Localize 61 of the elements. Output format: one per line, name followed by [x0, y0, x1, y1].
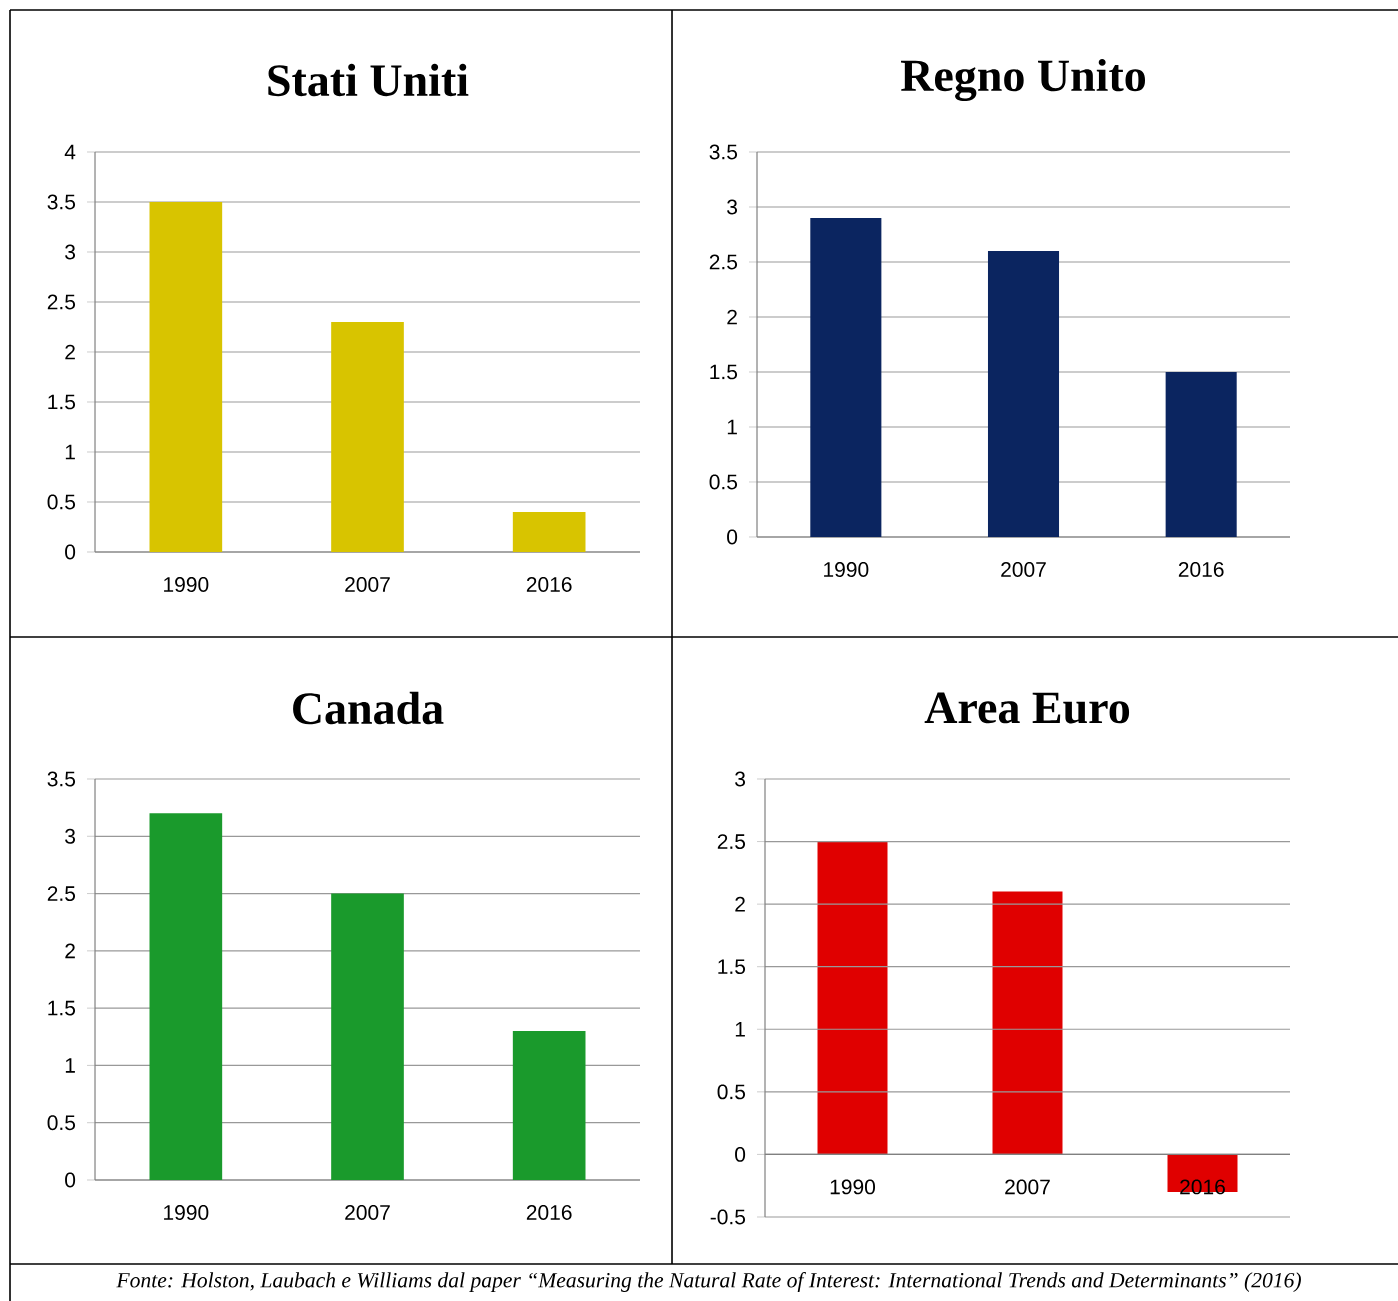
bar — [512, 511, 586, 552]
bar — [512, 1031, 586, 1180]
y-tick-label: 3 — [735, 771, 746, 787]
y-tick-label: 0.5 — [47, 494, 76, 510]
bar — [817, 841, 888, 1155]
y-tick-label: 3.5 — [47, 194, 76, 210]
y-tick-label: 2 — [65, 344, 75, 360]
y-tick-label: 1 — [735, 1022, 745, 1037]
x-tick-label: 2007 — [1001, 562, 1046, 577]
y-tick-label: 1.5 — [710, 364, 738, 380]
y-tick-label: 3 — [65, 244, 76, 260]
y-tick-label: -0.5 — [710, 1209, 746, 1225]
y-tick-label: 3.5 — [709, 144, 738, 160]
y-tick-label: 3.5 — [47, 771, 76, 787]
bar — [810, 217, 882, 537]
y-tick-label: 0.5 — [717, 1084, 746, 1100]
x-tick-label: 1990 — [830, 1179, 876, 1195]
x-tick-label: 2007 — [1005, 1179, 1050, 1195]
y-tick-label: 1.5 — [718, 959, 746, 975]
bar — [331, 321, 404, 552]
bar — [987, 250, 1060, 537]
x-tick-label: 2007 — [345, 577, 390, 592]
y-tick-label: 2.5 — [47, 886, 76, 902]
y-tick-label: 0 — [727, 529, 738, 545]
chart-title: Stati Uniti — [268, 63, 469, 97]
y-tick-label: 0.5 — [709, 474, 738, 490]
y-tick-label: 2.5 — [709, 254, 738, 270]
y-tick-label: 0 — [735, 1146, 746, 1162]
chart-title: Area Euro — [924, 692, 1130, 724]
bar — [149, 813, 223, 1180]
y-tick-label: 1 — [65, 444, 75, 460]
y-tick-label: 3 — [727, 199, 738, 215]
source-note: Fonte: Holston, Laubach e Williams dal paper “Measuring the Natural Rate of Interest: International Trends and Determinants” (2016) — [116, 1272, 1301, 1292]
y-tick-label: 2 — [727, 309, 737, 325]
x-tick-label: 2016 — [526, 577, 572, 592]
y-tick-label: 0 — [65, 544, 76, 560]
x-tick-label: 2016 — [526, 1205, 572, 1220]
chart-title: Regno Unito — [900, 58, 1146, 102]
bar — [1165, 371, 1237, 537]
y-tick-label: 1.5 — [48, 1000, 76, 1016]
y-tick-label: 0 — [65, 1172, 76, 1188]
x-tick-label: 2016 — [1180, 1179, 1225, 1195]
y-tick-label: 2.5 — [717, 834, 746, 850]
chart-title: Canada — [293, 691, 444, 725]
x-tick-label: 2007 — [345, 1205, 390, 1220]
y-tick-label: 3 — [65, 828, 76, 844]
y-tick-label: 1 — [727, 419, 737, 435]
y-tick-label: 4 — [64, 144, 76, 160]
y-tick-label: 2.5 — [47, 294, 76, 310]
x-tick-label: 1990 — [164, 1205, 209, 1220]
y-tick-label: 1.5 — [48, 394, 76, 410]
bar — [149, 201, 223, 552]
y-tick-label: 1 — [65, 1058, 75, 1073]
bar — [992, 891, 1063, 1155]
y-tick-label: 2 — [65, 943, 75, 959]
bar — [331, 893, 404, 1180]
y-tick-label: 2 — [735, 896, 745, 912]
x-tick-label: 1990 — [164, 577, 209, 592]
y-tick-label: 0.5 — [47, 1115, 76, 1131]
x-tick-label: 1990 — [824, 562, 869, 577]
x-tick-label: 2016 — [1178, 562, 1224, 577]
